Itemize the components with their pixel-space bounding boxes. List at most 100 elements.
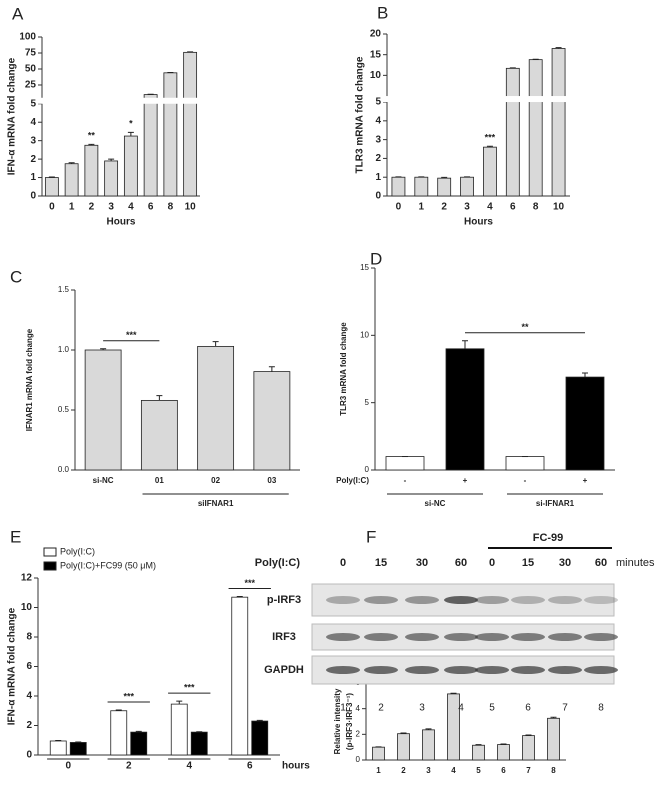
y-tick-label: 12 bbox=[21, 573, 33, 584]
panel-letter: F bbox=[366, 527, 376, 546]
x-tick-label: - bbox=[524, 476, 527, 485]
lane-label: 2 bbox=[378, 703, 384, 714]
bar bbox=[422, 729, 435, 761]
bar bbox=[69, 742, 87, 756]
y-tick-label: 2 bbox=[26, 720, 32, 731]
bar bbox=[197, 345, 235, 471]
error-bar bbox=[525, 734, 532, 736]
y-axis-label: (p-IRF3·IRF3⁻¹) bbox=[345, 693, 354, 750]
x-tick-label: 5 bbox=[476, 766, 481, 775]
x-tick-label: 0 bbox=[65, 761, 71, 772]
y-axis-label: TLR3 mRNA fold change bbox=[339, 322, 348, 416]
blot-band bbox=[364, 633, 398, 641]
blot-band bbox=[548, 596, 582, 604]
significance-label: *** bbox=[184, 683, 195, 693]
time-label: 30 bbox=[416, 557, 428, 569]
y-tick-label: 8 bbox=[26, 632, 32, 643]
x-tick-label: 1 bbox=[69, 202, 75, 213]
x-axis-label: Hours bbox=[464, 217, 493, 228]
y-tick-label: 4 bbox=[356, 704, 361, 713]
error-bar bbox=[425, 728, 432, 730]
x-tick-label: 4 bbox=[487, 202, 493, 213]
x-tick-label: 2 bbox=[441, 202, 447, 213]
y-tick-label: 1.0 bbox=[58, 345, 70, 354]
significance-label: * bbox=[129, 119, 133, 129]
bar bbox=[505, 67, 520, 197]
x-tick-label: 4 bbox=[128, 202, 134, 213]
legend-label: Poly(I:C) bbox=[60, 546, 95, 556]
blot-band bbox=[511, 596, 545, 604]
bar bbox=[163, 72, 178, 197]
time-label: 60 bbox=[595, 557, 607, 569]
y-tick-label: 5 bbox=[365, 398, 370, 407]
bar bbox=[551, 48, 566, 197]
blot-band bbox=[364, 666, 398, 674]
y-tick-label: 0 bbox=[30, 191, 36, 202]
blot-band bbox=[405, 666, 439, 674]
error-bar bbox=[500, 743, 507, 745]
bar bbox=[565, 376, 605, 471]
y-tick-label: 1 bbox=[30, 172, 36, 183]
y-tick-label: 100 bbox=[19, 32, 36, 43]
y-tick-label: 0 bbox=[26, 750, 32, 761]
x-tick-label: 4 bbox=[451, 766, 456, 775]
time-unit: minutes bbox=[616, 557, 655, 569]
time-label: 15 bbox=[375, 557, 387, 569]
bar bbox=[183, 51, 198, 197]
error-bar bbox=[582, 372, 588, 378]
y-tick-label: 20 bbox=[370, 29, 382, 40]
y-tick-label: 2 bbox=[375, 153, 381, 164]
bar bbox=[505, 456, 545, 471]
row-label: IRF3 bbox=[272, 631, 296, 643]
axis-break bbox=[37, 97, 200, 104]
bar bbox=[372, 746, 385, 761]
y-tick-label: 0 bbox=[375, 191, 381, 202]
x-tick-label: 0 bbox=[396, 202, 402, 213]
significance-label: *** bbox=[126, 330, 137, 340]
x-tick-label: 6 bbox=[501, 766, 506, 775]
y-tick-label: 2 bbox=[30, 154, 36, 165]
x-tick-label: 8 bbox=[533, 202, 539, 213]
lane-label: 5 bbox=[489, 703, 495, 714]
x-tick-label: 02 bbox=[211, 476, 220, 485]
blot-band bbox=[475, 633, 509, 641]
bar bbox=[385, 456, 425, 471]
y-axis-label: IFNAR1 mRNA fold change bbox=[25, 328, 34, 431]
treatment-label: Poly(I:C) bbox=[255, 557, 301, 569]
axis-line bbox=[365, 683, 566, 761]
blot-band bbox=[548, 666, 582, 674]
blot-band bbox=[326, 633, 360, 641]
blot-band bbox=[444, 633, 478, 641]
blot-band bbox=[511, 633, 545, 641]
bar bbox=[414, 176, 429, 197]
x-tick-label: + bbox=[583, 476, 588, 485]
x-axis-label: Hours bbox=[107, 217, 136, 228]
blot-band bbox=[584, 596, 618, 604]
bar bbox=[123, 135, 138, 197]
group-label: si-NC bbox=[425, 499, 446, 508]
y-tick-label: 0.5 bbox=[58, 405, 70, 414]
error-bar bbox=[68, 162, 75, 164]
y-tick-label: 1 bbox=[375, 172, 381, 183]
y-tick-label: 50 bbox=[25, 64, 37, 75]
error-bar bbox=[486, 145, 493, 148]
bar bbox=[84, 349, 122, 471]
lane-label: 6 bbox=[525, 703, 531, 714]
group-label: siIFNAR1 bbox=[198, 499, 234, 508]
bar bbox=[170, 703, 188, 756]
time-label: 0 bbox=[489, 557, 495, 569]
lane-label: 1 bbox=[340, 703, 346, 714]
y-tick-label: 10 bbox=[370, 70, 382, 81]
x-tick-label: 8 bbox=[168, 202, 174, 213]
legend-swatch bbox=[43, 547, 57, 557]
y-tick-label: 5 bbox=[30, 98, 36, 109]
error-bar bbox=[450, 692, 457, 694]
time-label: 15 bbox=[522, 557, 534, 569]
y-tick-label: 10 bbox=[360, 330, 369, 339]
significance-label: *** bbox=[123, 691, 134, 701]
blot-band bbox=[444, 666, 478, 674]
bar bbox=[110, 710, 128, 756]
error-bar bbox=[100, 348, 107, 350]
y-axis-label: Relative intensity bbox=[333, 688, 342, 754]
bar bbox=[472, 744, 485, 761]
